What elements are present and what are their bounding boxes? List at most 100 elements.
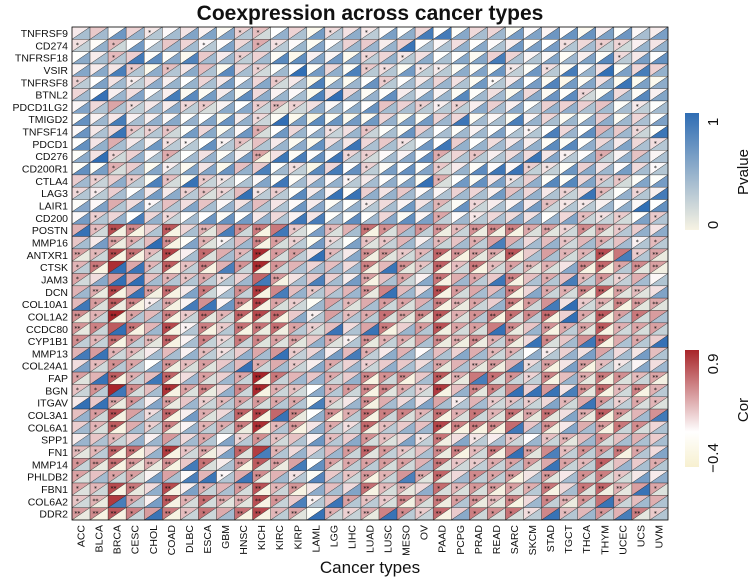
significance-mark: * [654,141,657,148]
significance-mark: * [329,436,332,443]
significance-mark: ** [598,486,604,493]
significance-mark: * [636,449,639,456]
significance-mark: * [220,178,223,185]
significance-mark: ** [92,510,98,517]
significance-mark: ** [598,264,604,271]
significance-mark: ** [237,424,243,431]
significance-mark: ** [291,486,297,493]
significance-mark: ** [273,313,279,320]
significance-mark: * [293,251,296,258]
significance-mark: * [383,301,386,308]
significance-mark: * [94,215,97,222]
pvalue-legend-title: Pvalue [735,149,750,195]
significance-mark: * [202,436,205,443]
significance-mark: * [437,239,440,246]
column-label-UCEC: UCEC [617,525,629,555]
significance-mark: * [76,276,79,283]
significance-mark: * [202,288,205,295]
significance-mark: ** [634,264,640,271]
row-label-COL3A1: COL3A1 [28,410,68,422]
significance-mark: * [618,264,621,271]
significance-mark: * [238,264,241,271]
significance-mark: * [527,128,530,135]
significance-mark: * [220,473,223,480]
significance-mark: * [184,190,187,197]
significance-mark: * [148,251,151,258]
significance-mark: * [509,461,512,468]
row-label-POSTN: POSTN [32,225,68,237]
column-label-PAAD: PAAD [437,525,449,553]
significance-mark: * [401,141,404,148]
significance-mark: ** [237,313,243,320]
significance-mark: * [455,461,458,468]
significance-mark: ** [74,313,80,320]
significance-mark: * [275,436,278,443]
significance-mark: * [564,399,567,406]
column-label-COAD: COAD [166,525,178,556]
significance-mark: ** [255,387,261,394]
significance-mark: * [473,412,476,419]
significance-mark: * [112,42,115,49]
significance-mark: ** [165,424,171,431]
significance-mark: * [166,165,169,172]
significance-mark: * [582,91,585,98]
significance-mark: * [275,375,278,382]
significance-mark: * [491,510,494,517]
significance-mark: * [202,486,205,493]
significance-mark: * [257,104,260,111]
significance-mark: ** [598,375,604,382]
significance-mark: * [257,461,260,468]
significance-mark: * [618,276,621,283]
significance-mark: * [564,288,567,295]
significance-mark: ** [201,387,207,394]
significance-mark: * [545,436,548,443]
significance-mark: ** [291,412,297,419]
significance-mark: * [600,42,603,49]
significance-mark: ** [165,375,171,382]
significance-mark: ** [580,362,586,369]
significance-mark: ** [526,264,532,271]
significance-mark: * [491,387,494,394]
significance-mark: * [419,510,422,517]
significance-mark: * [238,251,241,258]
significance-mark: * [455,399,458,406]
row-label-ITGAV: ITGAV [37,398,68,410]
significance-mark: * [220,239,223,246]
significance-mark: * [491,412,494,419]
significance-mark: * [275,190,278,197]
significance-mark: * [184,141,187,148]
significance-mark: * [401,387,404,394]
significance-mark: * [365,350,368,357]
significance-mark: * [130,104,133,111]
significance-mark: ** [92,264,98,271]
significance-mark: * [184,313,187,320]
significance-mark: ** [165,313,171,320]
significance-mark: ** [616,288,622,295]
significance-mark: ** [381,325,387,332]
significance-mark: * [600,362,603,369]
significance-mark: * [257,399,260,406]
significance-mark: * [564,449,567,456]
significance-mark: * [401,251,404,258]
significance-mark: ** [273,276,279,283]
row-label-TMIGD2: TMIGD2 [28,114,68,126]
significance-mark: * [202,412,205,419]
significance-mark: ** [111,338,117,345]
significance-mark: * [220,313,223,320]
column-label-KIRP: KIRP [292,525,304,550]
significance-mark: * [419,436,422,443]
significance-mark: * [311,325,314,332]
significance-mark: * [564,153,567,160]
significance-mark: * [238,141,241,148]
significance-mark: * [202,42,205,49]
significance-mark: ** [436,436,442,443]
significance-mark: * [582,251,585,258]
significance-mark: * [383,461,386,468]
significance-mark: ** [363,375,369,382]
significance-mark: * [618,399,621,406]
significance-mark: * [527,461,530,468]
significance-mark: ** [201,264,207,271]
significance-mark: * [329,375,332,382]
significance-mark: ** [237,325,243,332]
significance-mark: ** [436,313,442,320]
